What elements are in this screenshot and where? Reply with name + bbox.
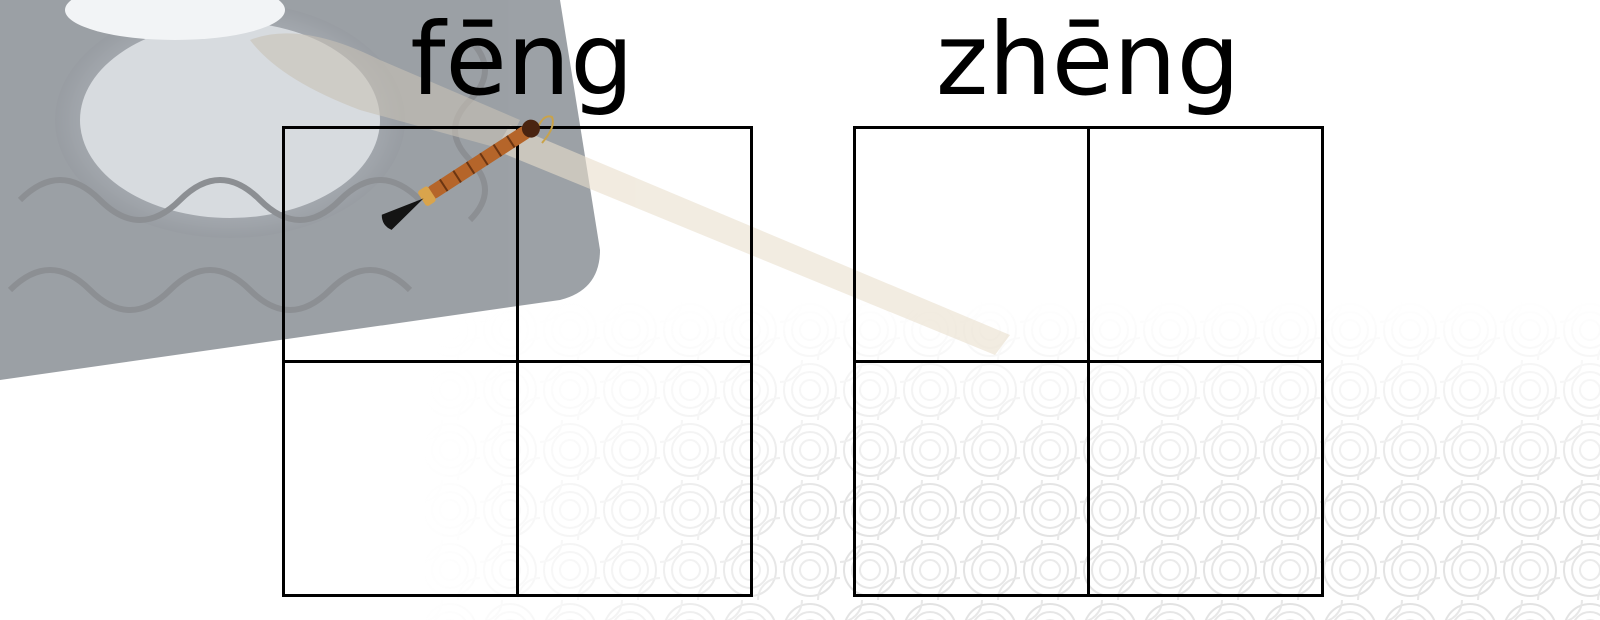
writing-grid-zheng[interactable] (853, 126, 1324, 597)
writing-grid-feng[interactable] (282, 126, 753, 597)
small-brush-icon[interactable] (370, 105, 570, 230)
grid-cell-bottom-left (853, 360, 1090, 597)
grid-cell-bottom-left (282, 360, 519, 597)
pinyin-label-feng: fēng (410, 1, 634, 118)
grid-cell-bottom-right (516, 360, 753, 597)
grid-cell-top-left (853, 126, 1090, 363)
grid-cell-bottom-right (1087, 360, 1324, 597)
pinyin-label-zheng: zhēng (935, 1, 1241, 118)
swirl-cloud-pattern-icon (420, 300, 1600, 620)
grid-cell-top-right (1087, 126, 1324, 363)
